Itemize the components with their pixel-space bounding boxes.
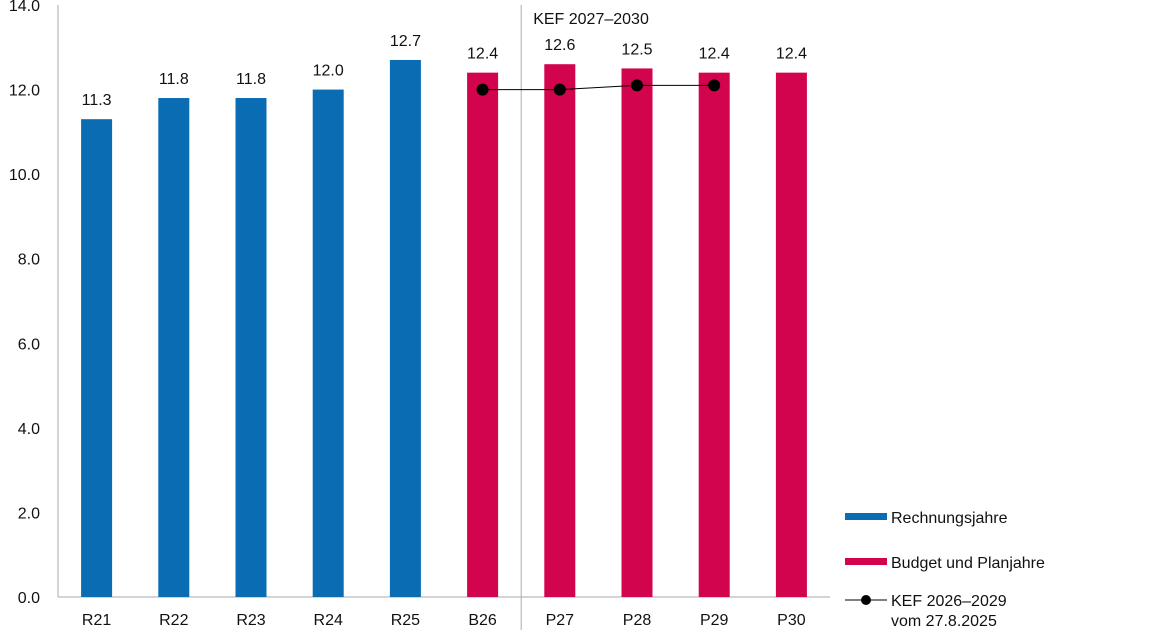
x-tick-label: R21 bbox=[82, 612, 111, 629]
y-tick-label: 4.0 bbox=[18, 421, 40, 438]
y-tick-label: 12.0 bbox=[9, 83, 40, 100]
bar-R23 bbox=[235, 98, 267, 598]
data-label: 12.0 bbox=[313, 63, 344, 80]
legend-label-line: vom 27.8.2025 bbox=[891, 613, 997, 630]
data-label: 12.7 bbox=[390, 33, 421, 50]
bar-P28 bbox=[621, 68, 653, 597]
bars bbox=[81, 59, 807, 598]
data-label: 12.6 bbox=[544, 37, 575, 54]
legend-label-line: KEF 2026–2029 bbox=[891, 593, 1007, 610]
kef-point bbox=[553, 83, 566, 96]
x-tick-label: R24 bbox=[314, 612, 343, 629]
kef-point bbox=[631, 79, 643, 92]
legend-label: Budget und Planjahre bbox=[891, 555, 1045, 572]
data-label: 12.4 bbox=[699, 46, 730, 63]
data-label: 12.5 bbox=[621, 41, 652, 58]
labels: 0.0 2.0 4.0 6.0 8.0 10.0 12.0 14.0 R21 R22 R23 R24 R… bbox=[9, 0, 807, 629]
data-label: 11.8 bbox=[159, 71, 189, 88]
bar-R21 bbox=[81, 119, 113, 598]
x-tick-label: R22 bbox=[159, 612, 188, 629]
x-tick-label: P28 bbox=[623, 612, 652, 629]
legend-swatch bbox=[845, 513, 887, 520]
data-label: 12.4 bbox=[776, 46, 807, 63]
x-tick-label: P30 bbox=[777, 612, 806, 629]
legend-label: KEF 2026–2029 vom 27.8.2025 bbox=[891, 593, 1007, 630]
data-label: 11.3 bbox=[82, 92, 112, 109]
kef-line bbox=[482, 84, 715, 91]
kef-point bbox=[708, 79, 721, 92]
x-tick-label: P27 bbox=[546, 612, 575, 629]
x-tick-label: P29 bbox=[700, 612, 729, 629]
legend-label: Rechnungsjahre bbox=[891, 510, 1008, 527]
y-tick-label: 6.0 bbox=[18, 336, 40, 353]
y-tick-label: 14.0 bbox=[9, 0, 40, 15]
legend-swatch bbox=[845, 558, 887, 565]
data-label: 11.8 bbox=[236, 71, 266, 88]
x-tick-label: R23 bbox=[236, 612, 265, 629]
y-tick-label: 8.0 bbox=[18, 252, 40, 269]
plan-period-label: KEF 2027–2030 bbox=[533, 11, 649, 28]
bar-P27 bbox=[544, 64, 576, 597]
kef-point bbox=[476, 83, 489, 96]
x-tick-label: B26 bbox=[468, 612, 497, 629]
y-tick-label: 0.0 bbox=[18, 590, 40, 607]
bar-P30 bbox=[775, 72, 807, 597]
legend: Rechnungsjahre Budget und Planjahre KEF 20… bbox=[845, 510, 1045, 630]
bar-R25 bbox=[389, 59, 421, 597]
legend-marker bbox=[861, 595, 871, 605]
bar-R24 bbox=[312, 89, 344, 598]
x-tick-label: R25 bbox=[391, 612, 420, 629]
bar-R22 bbox=[158, 98, 190, 598]
y-tick-label: 10.0 bbox=[9, 167, 40, 184]
data-label: 12.4 bbox=[467, 46, 498, 63]
bar-P29 bbox=[698, 72, 730, 597]
bar-B26 bbox=[467, 72, 499, 597]
kef-line-series bbox=[476, 79, 721, 96]
y-tick-label: 2.0 bbox=[18, 505, 40, 522]
